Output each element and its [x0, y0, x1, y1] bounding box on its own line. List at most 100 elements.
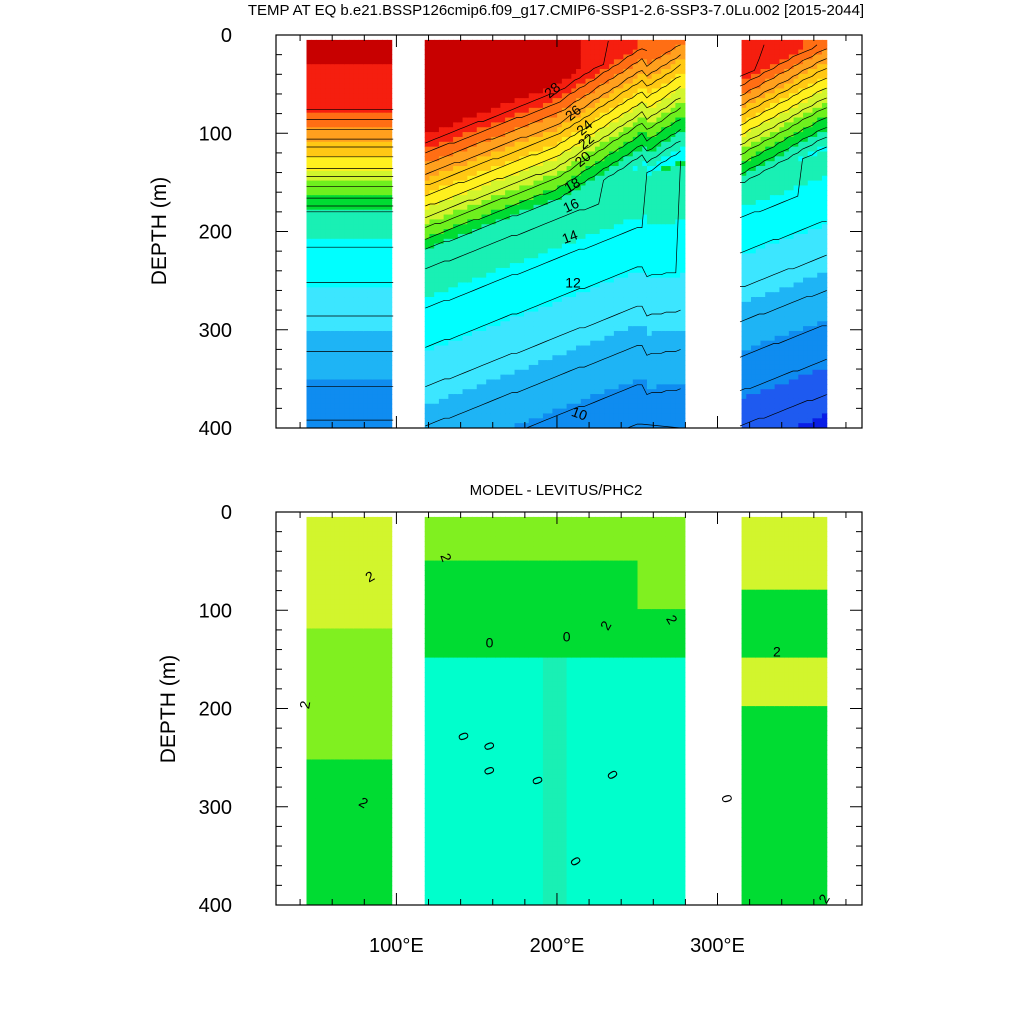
field-cell: [334, 263, 341, 269]
field-cell: [306, 175, 312, 182]
field-cell: [453, 277, 459, 284]
field-cell: [315, 64, 322, 70]
field-cell: [486, 185, 492, 191]
field-cell: [311, 379, 317, 385]
field-cell: [320, 297, 327, 303]
field-cell: [306, 64, 312, 70]
field-cell: [542, 374, 549, 381]
field-cell: [533, 132, 539, 138]
field-cell: [448, 369, 454, 376]
field-cell: [566, 117, 572, 123]
field-cell: [462, 297, 468, 303]
field-cell: [524, 64, 530, 70]
field-cell: [358, 233, 364, 240]
field-cell: [566, 335, 572, 342]
field-cell: [330, 219, 336, 225]
field-cell: [372, 180, 379, 187]
field-cell: [519, 345, 525, 351]
field-cell: [561, 204, 568, 211]
field-cell: [334, 78, 341, 85]
field-cell: [438, 374, 445, 381]
field-cell: [453, 156, 459, 162]
field-cell: [481, 263, 487, 269]
field-cell: [353, 141, 360, 148]
field-cell: [599, 107, 606, 114]
field-cell: [386, 360, 393, 366]
field-cell: [363, 350, 369, 356]
field-cell: [538, 98, 544, 104]
field-cell: [571, 292, 577, 298]
field-cell: [372, 297, 379, 303]
field-cell: [618, 102, 624, 109]
field-cell: [434, 394, 440, 400]
field-cell: [339, 340, 345, 347]
field-cell: [344, 403, 350, 410]
field-cell: [585, 413, 591, 419]
field-cell: [462, 326, 468, 332]
field-cell: [315, 306, 322, 313]
field-cell: [604, 73, 610, 80]
field-cell: [618, 369, 624, 376]
field-cell: [311, 389, 317, 395]
field-cell: [623, 364, 629, 371]
field-cell: [519, 132, 525, 138]
field-cell: [514, 166, 520, 172]
field-cell: [434, 360, 440, 366]
field-cell: [500, 321, 506, 327]
field-cell: [382, 277, 388, 284]
field-cell: [429, 384, 435, 390]
field-cell: [632, 156, 639, 162]
field-cell: [315, 389, 322, 395]
field-cell: [490, 345, 497, 351]
field-cell: [542, 243, 549, 250]
field-cell: [311, 394, 317, 400]
field-cell: [339, 180, 345, 187]
field-cell: [306, 413, 312, 419]
field-cell: [528, 360, 535, 366]
field-cell: [306, 200, 312, 206]
field-cell: [367, 214, 374, 220]
field-cell: [344, 59, 350, 65]
field-cell: [632, 195, 639, 201]
field-cell: [476, 287, 483, 293]
field-cell: [472, 78, 478, 85]
field-cell: [344, 49, 350, 56]
field-cell: [609, 73, 615, 80]
field-cell: [533, 345, 539, 351]
field-cell: [386, 170, 393, 177]
field-cell: [481, 39, 487, 46]
field-cell: [505, 360, 511, 366]
field-cell: [457, 403, 464, 410]
field-cell: [524, 272, 530, 279]
field-cell: [315, 243, 322, 250]
field-cell: [325, 229, 331, 235]
field-cell: [344, 98, 350, 104]
field-cell: [528, 88, 535, 94]
field-cell: [372, 175, 379, 182]
field-cell: [457, 258, 464, 264]
field-cell: [542, 398, 549, 405]
field-cell: [311, 369, 317, 376]
field-cell: [438, 200, 445, 206]
field-cell: [438, 287, 445, 293]
field-cell: [628, 243, 634, 250]
field-cell: [358, 107, 364, 114]
field-cell: [505, 112, 511, 119]
field-cell: [628, 132, 634, 138]
field-cell: [604, 340, 610, 347]
field-cell: [363, 185, 369, 191]
field-cell: [542, 403, 549, 410]
field-cell: [599, 263, 606, 269]
field-cell: [528, 78, 535, 85]
field-cell: [476, 418, 483, 424]
field-cell: [353, 263, 360, 269]
field-cell: [500, 180, 506, 187]
field-cell: [462, 423, 468, 428]
field-cell: [580, 49, 587, 56]
field-cell: [495, 267, 501, 274]
field-cell: [353, 112, 360, 119]
field-cell: [585, 102, 591, 109]
field-cell: [557, 93, 563, 99]
field-cell: [339, 321, 345, 327]
field-cell: [538, 229, 544, 235]
